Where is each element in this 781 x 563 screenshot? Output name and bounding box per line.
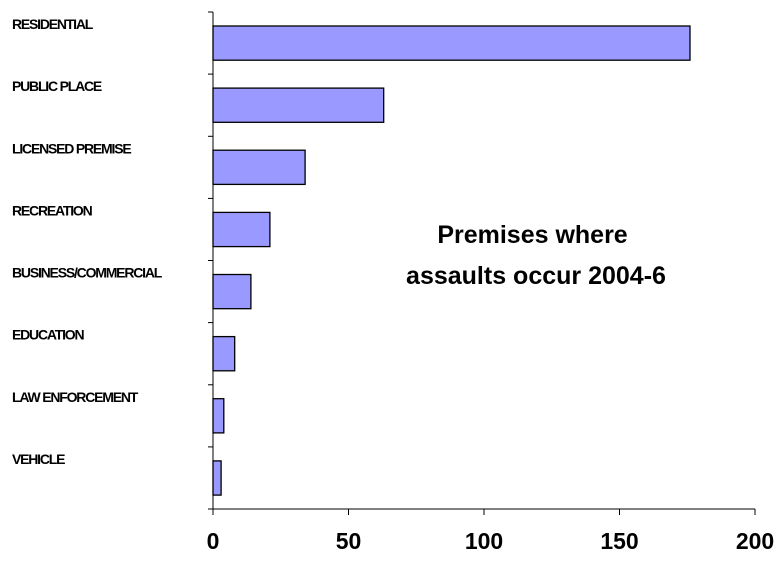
category-label: EDUCATION xyxy=(12,327,84,343)
bar-business-commercial xyxy=(212,273,252,310)
x-axis-ticks: 0 50 100 150 200 xyxy=(207,509,774,554)
x-tick-label: 150 xyxy=(600,528,638,554)
category-label: BUSINESS/COMMERCIAL xyxy=(12,265,163,281)
bar-law-enforcement xyxy=(212,398,225,434)
bar-residential xyxy=(212,25,691,61)
bar-vehicle xyxy=(212,460,222,496)
category-label: VEHICLE xyxy=(12,451,65,467)
chart-title: Premises where assaults occur 2004-6 xyxy=(406,221,666,290)
category-label: RESIDENTIAL xyxy=(12,16,94,32)
category-label: RECREATION xyxy=(12,202,93,218)
chart-title-line-2: assaults occur 2004-6 xyxy=(406,262,666,290)
x-tick-label: 200 xyxy=(736,528,774,554)
x-tick-label: 50 xyxy=(336,528,362,554)
bar-public-place xyxy=(212,87,385,123)
bars-group xyxy=(212,25,691,496)
chart-title-line-1: Premises where xyxy=(437,221,627,249)
bar-licensed-premise xyxy=(212,149,306,186)
category-label: PUBLIC PLACE xyxy=(12,78,102,94)
category-label: LICENSED PREMISE xyxy=(12,140,131,156)
x-tick-label: 0 xyxy=(207,528,220,554)
bar-recreation xyxy=(212,211,271,248)
y-tick-marks xyxy=(208,11,213,510)
category-label: LAW ENFORCEMENT xyxy=(12,389,139,405)
x-tick-label: 100 xyxy=(465,528,503,554)
category-labels: RESIDENTIAL PUBLIC PLACE LICENSED PREMISE R… xyxy=(12,16,164,467)
bar-education xyxy=(212,335,236,372)
